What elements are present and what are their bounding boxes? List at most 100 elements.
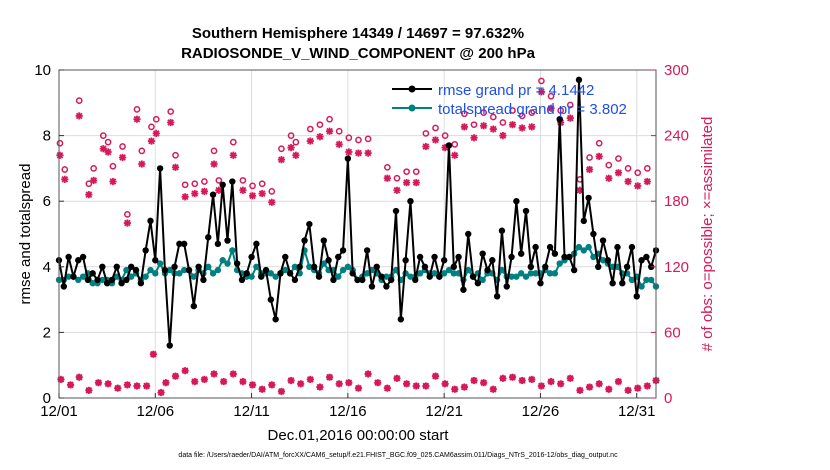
obs-star-stroke [480,379,487,387]
obs-low-assimilated-marker [114,384,122,392]
obs-assimilated-marker [171,163,180,171]
obs-star-stroke [191,378,199,385]
x-tick-label: 12/16 [329,403,367,420]
rmse-point [614,243,621,251]
rmse-point [152,257,159,264]
rmse-point [176,240,183,248]
obs-assimilated-marker [248,192,257,200]
obs-star-stroke [393,374,401,382]
legend-spread-marker [408,104,416,112]
obs-possible-marker [268,188,276,195]
obs-star-stroke [249,192,256,200]
totalspread-point [479,276,486,284]
obs-star-stroke [595,153,603,160]
x-axis-label: Dec.01,2016 00:00:00 start [268,427,450,444]
obs-star-stroke [85,387,93,394]
y-left-tick-label: 8 [43,128,51,145]
rmse-point [209,191,217,198]
totalspread-point [267,270,275,277]
obs-star-stroke [316,133,324,141]
totalspread-point [142,273,149,280]
obs-star-stroke [355,384,362,392]
obs-star-stroke [99,145,107,153]
rmse-point [436,273,443,280]
totalspread-point [205,263,212,270]
obs-possible-marker [85,180,93,188]
x-axis-ticks: 12/01 12/06 12/11 12/16 12/21 12/26 12/31 [40,393,656,420]
obs-star-stroke [615,169,622,177]
rmse-point [272,316,279,323]
totalspread-point [156,260,164,267]
obs-possible-marker [643,165,651,172]
obs-possible-marker [566,101,574,109]
obs-star-stroke [215,186,223,194]
obs-assimilated-marker [499,132,507,140]
obs-low-assimilated-marker [508,373,517,381]
totalspread-point [647,276,655,284]
rmse-point [503,283,510,290]
rmse-point [590,230,597,238]
obs-assimilated-marker [147,137,156,145]
rmse-point [65,253,72,261]
rmse-point [161,266,169,274]
obs-low-assimilated-marker [393,374,401,382]
rmse-point [282,253,289,261]
obs-assimilated-marker [345,148,353,156]
obs-star-stroke [470,134,478,142]
obs-assimilated-marker [634,182,642,190]
obs-possible-marker [422,130,430,137]
rmse-point [325,257,332,264]
obs-assimilated-marker [537,88,546,96]
obs-star-stroke [518,377,526,384]
rmse-point [349,270,356,277]
obs-possible-marker [172,151,179,159]
rmse-point [306,220,313,228]
totalspread-point [229,247,236,254]
totalspread-point [546,270,554,277]
rmse-point [508,253,515,261]
x-tick-label: 12/01 [40,403,78,420]
rmse-point [609,280,616,287]
obs-low-assimilated-marker [104,380,112,388]
legend-spread-label: totalspread grand pr = 3.802 [438,101,627,118]
obs-star-stroke [326,373,333,381]
obs-star-stroke [605,174,613,182]
rmse-point [575,76,583,84]
obs-low-assimilated-marker [460,383,468,391]
obs-assimilated-marker [277,156,286,164]
totalspread-point [363,270,371,277]
obs-possible-marker [384,163,391,171]
rmse-point [450,263,457,270]
obs-star-stroke [364,370,372,378]
rmse-point [580,217,587,225]
rmse-point [633,293,640,300]
rmse-point [70,273,77,280]
totalspread-point [628,276,636,284]
rmse-point [623,263,631,270]
obs-assimilated-marker [480,122,488,130]
obs-assimilated-marker [181,193,189,201]
totalspread-point [99,276,106,284]
obs-star-stroke [538,88,545,96]
obs-assimilated-marker [393,186,401,194]
obs-assimilated-marker [489,125,497,133]
rmse-point [330,276,337,284]
totalspread-point [253,263,260,270]
rmse-point [180,240,188,248]
obs-possible-marker [306,125,314,133]
totalspread-point [517,270,525,277]
obs-low-assimilated-marker [412,382,420,390]
totalspread-point [128,273,135,280]
obs-assimilated-marker [167,118,175,127]
obs-possible-marker [109,162,117,170]
rmse-point [142,247,149,254]
rmse-point [123,276,130,284]
rmse-point [258,273,265,280]
obs-low-assimilated-marker [85,386,93,394]
obs-possible-marker [441,132,449,139]
totalspread-point [532,270,539,277]
obs-possible-marker [403,168,410,176]
rmse-point [527,263,535,270]
obs-low-assimilated-marker [431,372,440,380]
obs-low-assimilated-marker [537,382,546,390]
